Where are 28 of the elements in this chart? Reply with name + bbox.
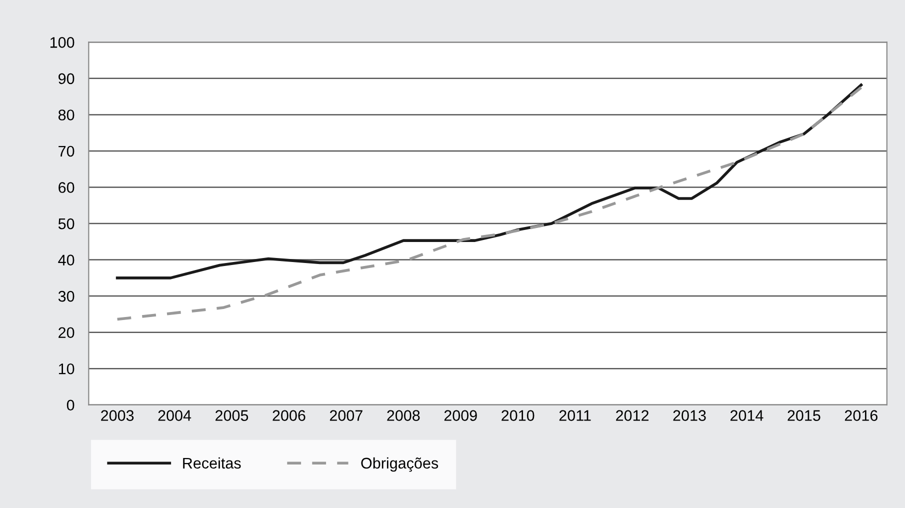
x-tick-label: 2016 [844,410,878,421]
x-tick-label: 2008 [387,410,420,421]
y-tick-label: 80 [58,110,74,120]
line-series [116,86,863,321]
y-tick-label: 30 [58,290,74,302]
x-tick-label: 2009 [444,410,477,421]
x-tick-label: 2013 [673,410,706,421]
y-tick-label: 60 [58,182,74,193]
y-tick-label: 90 [58,73,74,84]
legend-label: Obrigações [361,457,438,472]
y-tick-label: 40 [58,254,74,266]
x-tick-label: 2011 [559,410,591,421]
y-tick-label: 100 [50,37,74,48]
x-tick-label: 2015 [788,410,820,421]
x-tick-label: 2010 [502,410,534,421]
x-tick-label: 2004 [158,410,192,421]
x-tick-label: 2003 [101,410,134,421]
x-tick-label: 2006 [272,410,306,421]
x-tick-label: 2005 [216,410,248,421]
x-tick-label: 2007 [330,410,362,421]
x-tick-label: 2014 [730,410,764,421]
y-tick-label: 70 [58,146,74,157]
y-tick-label: 50 [58,218,74,230]
y-tick-label: 20 [58,327,74,338]
x-tick-label: 2012 [616,410,648,421]
legend-label: Receitas [183,457,241,469]
y-tick-label: 10 [58,363,74,374]
y-tick-label: 0 [66,400,74,411]
